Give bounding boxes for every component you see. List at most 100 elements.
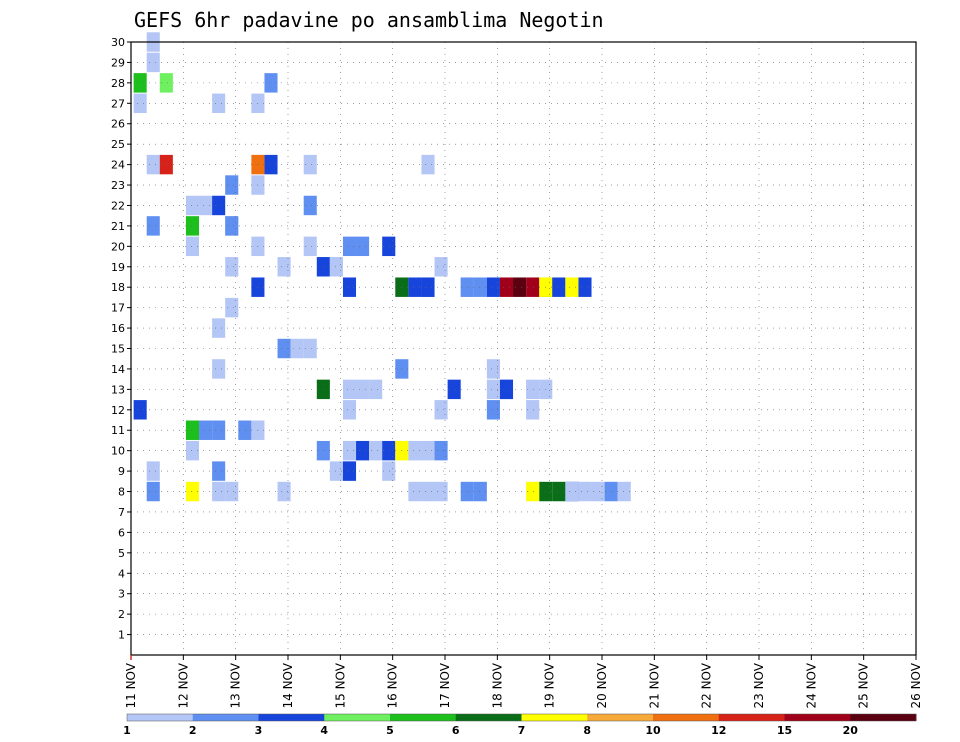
- precip-cell: [342, 400, 357, 420]
- precip-cell: [434, 400, 448, 420]
- precip-cell: [329, 461, 343, 481]
- precip-cell: [303, 154, 317, 175]
- y-tick-label: 13: [111, 383, 125, 396]
- y-tick-label: 9: [118, 465, 125, 478]
- precip-cell: [277, 257, 291, 277]
- precip-cell: [552, 277, 566, 297]
- y-tick-label: 16: [111, 322, 125, 335]
- y-tick-label: 5: [118, 547, 125, 560]
- y-tick-label: 12: [111, 404, 125, 417]
- precip-cell: [342, 379, 357, 400]
- precip-cell: [264, 154, 278, 175]
- precip-cell: [146, 52, 160, 73]
- precip-cell: [199, 195, 213, 216]
- precip-cell: [342, 236, 357, 257]
- precip-cell: [526, 400, 540, 420]
- precip-cell: [212, 420, 226, 440]
- precip-cell: [356, 379, 370, 400]
- x-tick-label: 24 NOV: [804, 662, 818, 708]
- precip-cell: [486, 400, 500, 420]
- y-tick-label: 8: [118, 486, 125, 499]
- x-tick-label: 19 NOV: [543, 662, 557, 708]
- y-tick-label: 26: [111, 118, 125, 131]
- precip-cell: [303, 195, 317, 216]
- colorbar-frame: [126, 713, 917, 722]
- precip-cell: [185, 195, 200, 216]
- precip-cell: [408, 481, 422, 502]
- precip-cell: [499, 277, 514, 297]
- colorbar-swatch: [324, 714, 391, 721]
- precip-cell: [447, 379, 461, 400]
- y-tick-label: 2: [118, 608, 125, 621]
- colorbar-swatch: [127, 714, 194, 721]
- colorbar-swatch: [653, 714, 720, 721]
- colorbar-swatch: [455, 714, 522, 721]
- precip-cell: [212, 93, 226, 114]
- precip-cell: [552, 481, 566, 502]
- y-tick-label: 19: [111, 261, 125, 274]
- precip-cell: [133, 73, 147, 93]
- precip-cell: [133, 93, 147, 114]
- precip-cell: [185, 440, 200, 461]
- precip-cell: [617, 481, 631, 502]
- y-tick-label: 29: [111, 56, 125, 69]
- y-tick-label: 21: [111, 220, 125, 233]
- precip-cell: [277, 481, 291, 502]
- colorbar-label: 1: [123, 724, 131, 737]
- x-tick-label: 21 NOV: [647, 662, 661, 708]
- x-tick-label: 20 NOV: [595, 662, 609, 708]
- colorbar-label: 4: [320, 724, 328, 737]
- colorbar-swatch: [390, 714, 457, 721]
- colorbar-label: 15: [777, 724, 792, 737]
- y-tick-label: 17: [111, 302, 125, 315]
- colorbar-swatch: [192, 714, 259, 721]
- precip-cell: [369, 440, 383, 461]
- precip-cell: [185, 420, 200, 440]
- colorbar-label: 10: [645, 724, 661, 737]
- y-tick-label: 10: [111, 445, 125, 458]
- precip-cell: [356, 440, 370, 461]
- colorbar-swatch: [784, 714, 851, 721]
- y-tick-label: 3: [118, 588, 125, 601]
- precip-cell: [526, 481, 540, 502]
- precip-cell: [434, 440, 448, 461]
- grid-lines: [131, 41, 916, 655]
- precip-cell: [421, 481, 435, 502]
- precip-cell: [486, 277, 500, 297]
- precip-cell: [486, 379, 500, 400]
- y-tick-label: 30: [111, 36, 125, 49]
- precip-cell: [159, 154, 173, 175]
- precip-cell: [473, 277, 487, 297]
- y-tick-label: 7: [118, 506, 125, 519]
- colorbar-label: 7: [518, 724, 526, 737]
- colorbar: 1 2 3 4 5 6 7 8 10 12 15 20: [123, 713, 917, 737]
- y-tick-label: 22: [111, 199, 125, 212]
- precip-cell: [526, 379, 540, 400]
- precip-cell: [264, 73, 278, 93]
- y-axis-ticks: 1234567891011121314151617181920212223242…: [111, 36, 131, 642]
- precip-cell: [342, 461, 357, 481]
- precip-cell: [382, 236, 396, 257]
- x-tick-label: 13 NOV: [229, 662, 243, 708]
- precip-cell: [434, 257, 448, 277]
- precip-cell: [473, 481, 487, 502]
- x-tick-label: 22 NOV: [700, 662, 714, 708]
- x-tick-label: 23 NOV: [752, 662, 766, 708]
- colorbar-label: 6: [452, 724, 460, 737]
- y-tick-label: 14: [111, 363, 125, 376]
- precip-cell: [212, 461, 226, 481]
- y-tick-label: 15: [111, 343, 125, 356]
- precip-cell: [342, 277, 357, 297]
- precip-cell: [303, 338, 317, 359]
- colorbar-swatch: [850, 714, 917, 721]
- colorbar-label: 12: [711, 724, 726, 737]
- x-tick-label: 12 NOV: [176, 662, 190, 708]
- precip-cell: [185, 481, 200, 502]
- colorbar-label: 8: [583, 724, 591, 737]
- precip-cell: [146, 461, 160, 481]
- precip-cell: [225, 297, 239, 318]
- precip-cell: [434, 481, 448, 502]
- precip-cell: [421, 440, 435, 461]
- precip-cell: [382, 461, 396, 481]
- y-tick-label: 20: [111, 240, 125, 253]
